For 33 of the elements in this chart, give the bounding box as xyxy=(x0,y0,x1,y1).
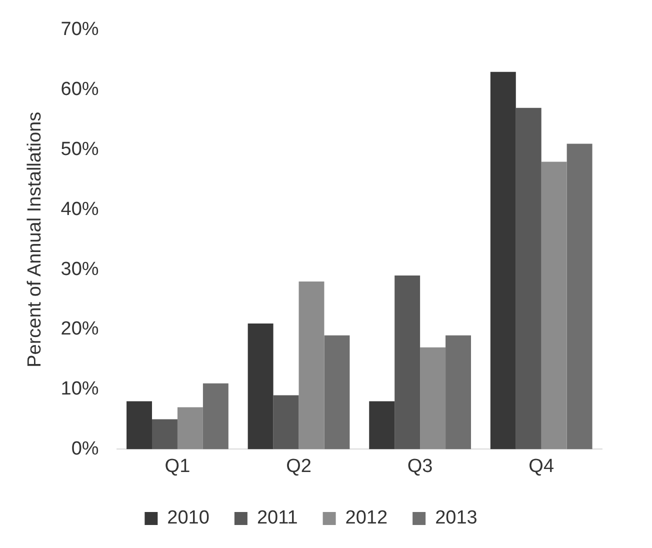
bar xyxy=(394,276,420,450)
bar xyxy=(541,162,567,450)
y-axis-title: Percent of Annual Installations xyxy=(24,112,46,368)
y-tick-label: 10% xyxy=(60,378,99,400)
bar xyxy=(490,72,516,450)
bar xyxy=(516,108,542,450)
bar xyxy=(420,347,446,450)
bar xyxy=(248,323,274,450)
bar xyxy=(298,282,324,450)
bar xyxy=(152,419,178,450)
y-tick-label: 70% xyxy=(60,19,99,40)
x-tick-label: Q3 xyxy=(407,456,433,477)
y-tick-label: 40% xyxy=(60,198,99,220)
legend-label: 2010 xyxy=(167,508,210,529)
legend-label: 2011 xyxy=(256,508,298,529)
x-tick-label: Q1 xyxy=(164,456,190,477)
x-tick-label: Q4 xyxy=(528,456,554,477)
y-tick-label: 30% xyxy=(60,258,99,280)
legend-label: 2012 xyxy=(345,508,388,529)
bar xyxy=(566,144,592,450)
x-tick-label: Q2 xyxy=(286,456,312,477)
legend-label: 2013 xyxy=(435,508,478,529)
y-tick-label: 0% xyxy=(71,438,99,460)
bar xyxy=(202,383,228,450)
y-tick-label: 50% xyxy=(60,139,99,160)
bar xyxy=(446,335,472,450)
y-tick-label: 20% xyxy=(60,318,99,340)
bar xyxy=(273,395,299,450)
bar xyxy=(369,401,395,450)
y-tick-label: 60% xyxy=(60,79,99,100)
bar xyxy=(324,335,350,450)
bar xyxy=(126,401,152,450)
bar xyxy=(177,407,203,450)
